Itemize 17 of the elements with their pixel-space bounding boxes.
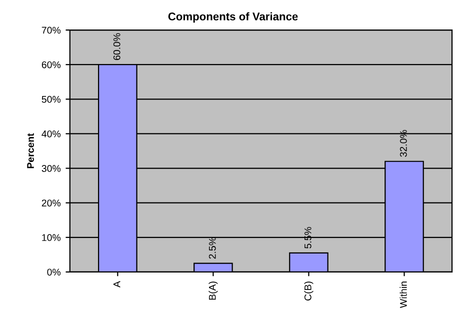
y-tick-label: 40% [42,130,61,138]
data-label: 60.0% [113,33,120,60]
y-tick-label: 70% [42,26,61,34]
y-tick-label: 10% [42,234,61,242]
y-tick-label: 50% [42,96,61,103]
y-tick-label: 60% [42,61,61,68]
y-tick-label: 20% [42,200,61,206]
y-axis-title: Percent [27,133,34,168]
data-label: 2.5% [208,237,216,259]
x-tick-label: B(A) [208,282,218,300]
x-tick-label: Within [400,282,407,308]
y-tick-label: 30% [42,165,61,172]
x-tick-label: A [113,281,120,288]
chart-title: Components of Variance [168,12,298,23]
y-tick-label: 0% [47,268,61,276]
x-tick-label: C(B) [304,282,314,300]
data-label: 32.0% [400,130,407,157]
